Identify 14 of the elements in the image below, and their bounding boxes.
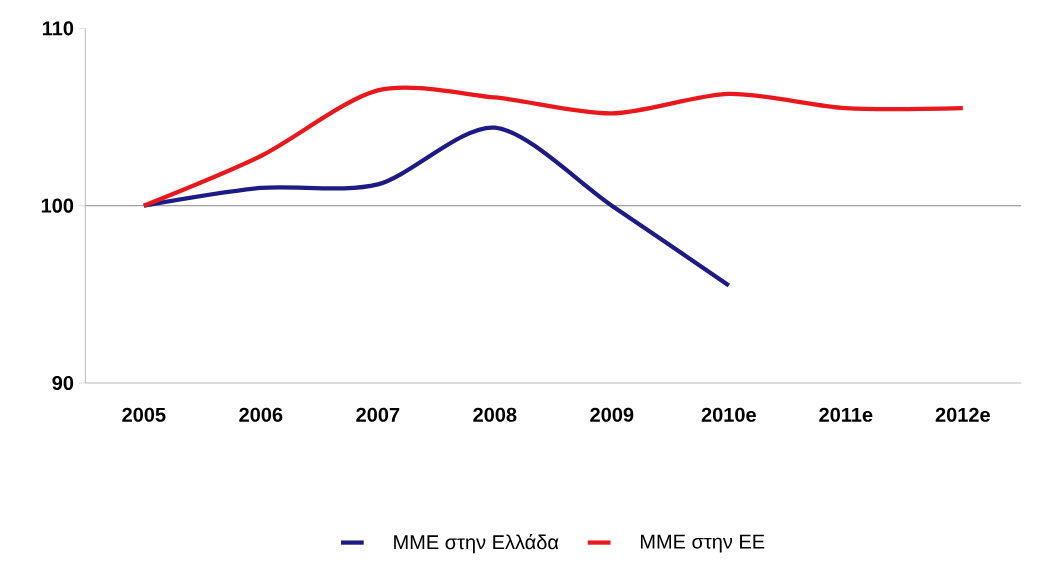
y-tick-label: 100 <box>41 198 74 213</box>
x-tick-label: 2008 <box>473 407 517 422</box>
x-tick-label: 2009 <box>590 407 634 422</box>
legend-label: ΜΜΕ στην ΕΕ <box>640 534 765 553</box>
y-tick-label: 110 <box>42 21 74 36</box>
legend-label: ΜΜΕ στην Ελλάδα <box>394 534 559 554</box>
x-tick-label: 2011e <box>819 407 873 422</box>
y-tick-label: 90 <box>52 375 74 391</box>
x-tick-label: 2005 <box>122 407 166 422</box>
x-tick-label: 2006 <box>239 407 283 422</box>
x-tick-label: 2010e <box>701 407 756 422</box>
line-series <box>141 125 731 288</box>
x-tick-label: 2012e <box>935 407 990 422</box>
x-tick-label: 2007 <box>356 407 400 422</box>
